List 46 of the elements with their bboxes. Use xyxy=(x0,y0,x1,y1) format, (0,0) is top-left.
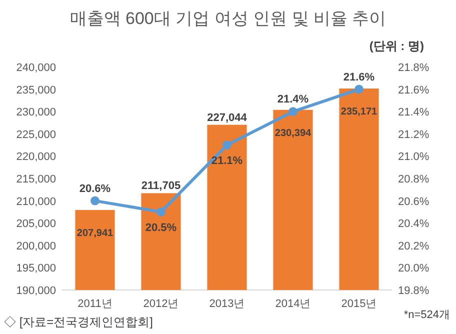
x-tick-label: 2015년 xyxy=(341,298,377,310)
point xyxy=(222,140,232,150)
text: *n=524개 xyxy=(404,309,450,321)
y-tick-label: 235,000 xyxy=(16,84,56,96)
data-label: 235,171 xyxy=(340,106,378,118)
point xyxy=(156,207,166,216)
data-label: 20.5% xyxy=(145,222,177,234)
y2-tick-label: 21.6% xyxy=(398,84,430,96)
y2-tick-label: 20.6% xyxy=(398,196,430,208)
data-label: 21.6% xyxy=(343,71,375,84)
x-tick-label: 2011년 xyxy=(78,298,112,310)
y-tick-label: 240,000 xyxy=(16,62,56,74)
data-label: 20.6% xyxy=(79,182,111,195)
y2-tick-label: 21.8% xyxy=(398,62,430,74)
text: (단위 : 명) xyxy=(369,39,424,53)
y2-tick-label: 20.2% xyxy=(398,240,430,252)
y2-tick-label: 20.4% xyxy=(398,218,430,230)
y2-tick-label: 20.8% xyxy=(398,174,430,186)
point xyxy=(288,107,298,116)
y-tick-label: 205,000 xyxy=(16,218,56,230)
y2-tick-label: 21.0% xyxy=(398,151,430,164)
x-tick-label: 2013년 xyxy=(209,298,245,310)
chart-title: 매출액 600대 기업 여성 인원 및 비율 추이 xyxy=(70,9,386,28)
y-tick-label: 220,000 xyxy=(16,151,56,164)
y-tick-label: 215,000 xyxy=(16,174,56,186)
y-tick-label: 230,000 xyxy=(16,106,56,119)
point xyxy=(90,196,100,206)
y-tick-label: 190,000 xyxy=(16,285,56,297)
point xyxy=(354,84,364,94)
data-label: 227,044 xyxy=(207,112,248,124)
x-tick-label: 2012년 xyxy=(143,298,179,310)
y2-tick-label: 21.2% xyxy=(398,128,430,141)
data-label: 21.4% xyxy=(277,94,309,106)
text: ◇ [자료=전국경제인연합회] xyxy=(4,315,154,329)
y2-tick-label: 21.4% xyxy=(398,106,430,119)
y-tick-label: 210,000 xyxy=(16,196,56,208)
y-tick-label: 195,000 xyxy=(16,262,56,275)
data-label: 21.1% xyxy=(211,155,243,168)
y2-tick-label: 20.0% xyxy=(398,262,430,275)
x-tick-label: 2014년 xyxy=(275,298,311,310)
data-label: 207,941 xyxy=(76,228,114,239)
data-label: 211,705 xyxy=(141,180,181,192)
y-tick-label: 200,000 xyxy=(16,240,56,252)
data-label: 230,394 xyxy=(274,128,312,139)
y2-tick-label: 19.8% xyxy=(398,285,430,297)
y-tick-label: 225,000 xyxy=(16,128,56,141)
